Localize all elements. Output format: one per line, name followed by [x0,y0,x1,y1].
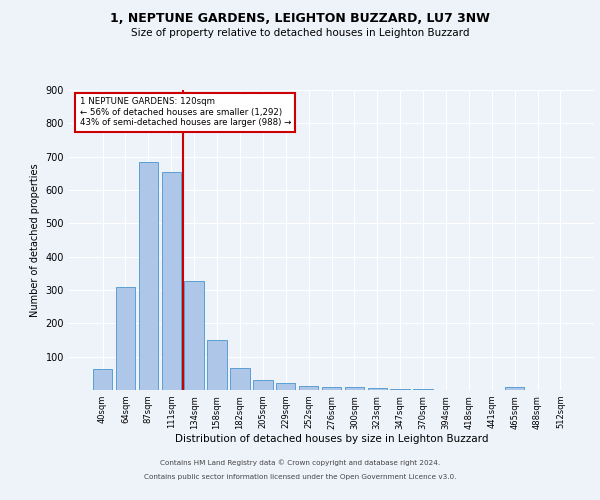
Bar [322,386,341,390]
Bar [344,388,364,390]
Bar [93,370,112,390]
Text: 1 NEPTUNE GARDENS: 120sqm
← 56% of detached houses are smaller (1,292)
43% of se: 1 NEPTUNE GARDENS: 120sqm ← 56% of detac… [79,98,291,128]
X-axis label: Distribution of detached houses by size in Leighton Buzzard: Distribution of detached houses by size … [175,434,488,444]
Bar [368,388,387,390]
Bar [208,340,227,390]
Text: Contains public sector information licensed under the Open Government Licence v3: Contains public sector information licen… [144,474,456,480]
Bar [230,368,250,390]
Bar [505,388,524,390]
Text: Size of property relative to detached houses in Leighton Buzzard: Size of property relative to detached ho… [131,28,469,38]
Bar [276,384,295,390]
Bar [253,380,272,390]
Y-axis label: Number of detached properties: Number of detached properties [30,163,40,317]
Text: Contains HM Land Registry data © Crown copyright and database right 2024.: Contains HM Land Registry data © Crown c… [160,459,440,466]
Bar [391,389,410,390]
Bar [161,172,181,390]
Bar [116,286,135,390]
Bar [184,280,204,390]
Bar [139,162,158,390]
Bar [299,386,319,390]
Text: 1, NEPTUNE GARDENS, LEIGHTON BUZZARD, LU7 3NW: 1, NEPTUNE GARDENS, LEIGHTON BUZZARD, LU… [110,12,490,26]
